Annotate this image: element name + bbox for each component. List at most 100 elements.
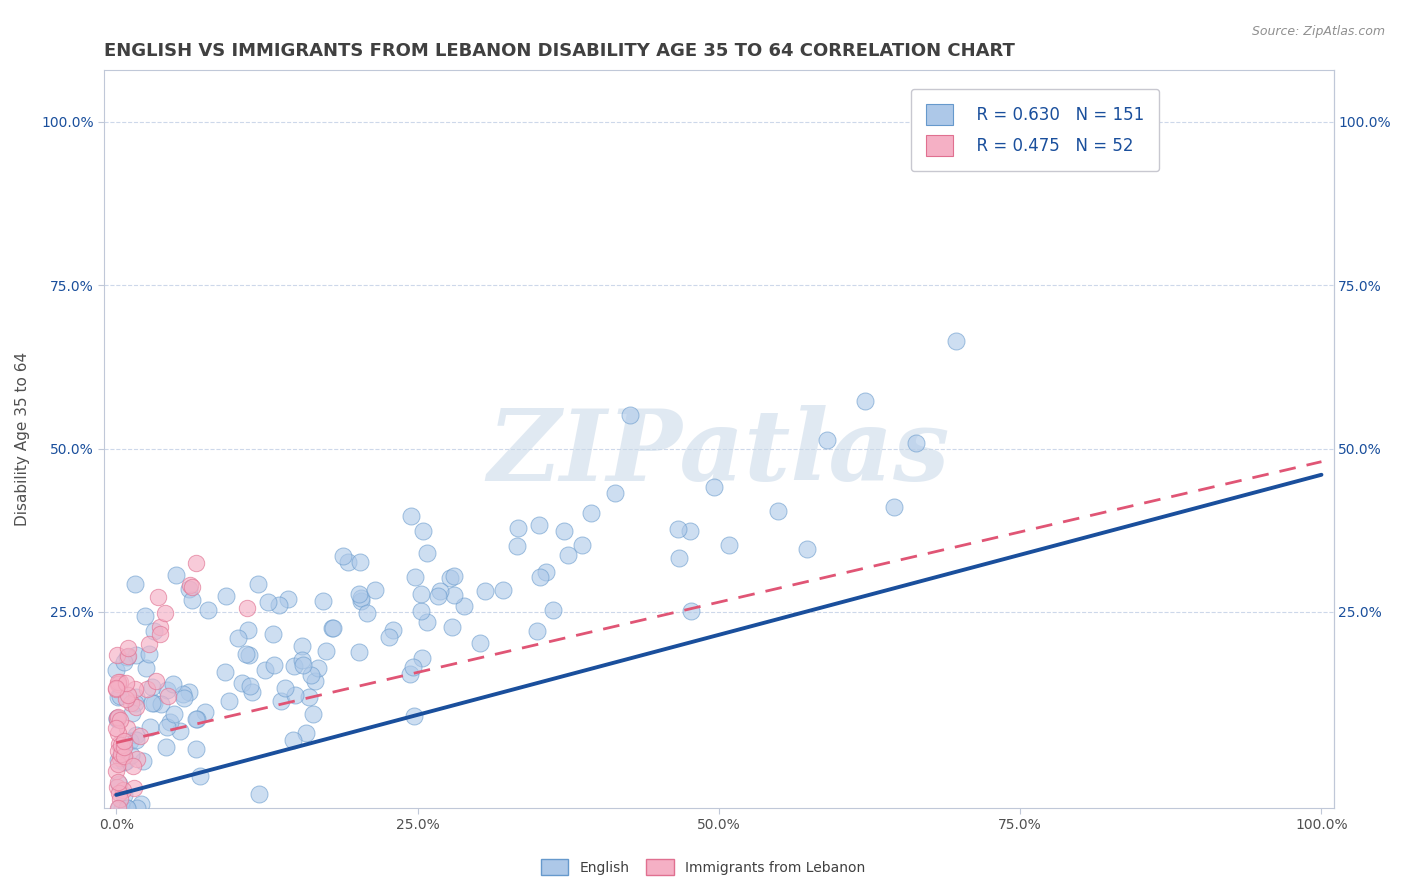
Point xyxy=(149,620,172,634)
Point xyxy=(177,582,200,596)
Point xyxy=(172,688,194,702)
Point xyxy=(110,750,132,764)
Point xyxy=(125,690,148,705)
Point xyxy=(364,582,387,597)
Point xyxy=(117,641,139,656)
Point xyxy=(124,681,146,696)
Point xyxy=(105,764,128,779)
Point xyxy=(453,599,475,613)
Point xyxy=(108,713,131,727)
Point xyxy=(492,582,515,597)
Point xyxy=(142,624,165,639)
Point xyxy=(347,587,370,601)
Point xyxy=(108,674,131,689)
Point xyxy=(679,604,702,618)
Point xyxy=(105,780,128,795)
Point xyxy=(315,643,337,657)
Point xyxy=(150,697,173,711)
Point xyxy=(124,728,146,742)
Point xyxy=(350,591,373,605)
Point xyxy=(125,733,148,747)
Point xyxy=(214,665,236,679)
Point xyxy=(107,710,129,724)
Point xyxy=(527,518,550,533)
Point xyxy=(409,604,432,618)
Point xyxy=(121,759,143,773)
Point xyxy=(184,556,207,570)
Point xyxy=(112,755,135,769)
Point xyxy=(124,577,146,591)
Point xyxy=(619,408,641,422)
Point xyxy=(263,658,285,673)
Point xyxy=(557,548,579,562)
Point xyxy=(108,801,131,815)
Point xyxy=(427,589,450,603)
Point xyxy=(105,648,128,662)
Point xyxy=(156,720,179,734)
Point xyxy=(112,655,135,669)
Point xyxy=(159,715,181,730)
Point xyxy=(155,606,177,620)
Point xyxy=(679,524,702,538)
Point xyxy=(439,571,461,585)
Text: Source: ZipAtlas.com: Source: ZipAtlas.com xyxy=(1251,25,1385,38)
Point xyxy=(105,712,128,726)
Point xyxy=(382,623,405,637)
Point xyxy=(412,524,434,539)
Point xyxy=(945,334,967,348)
Point xyxy=(254,663,277,677)
Point xyxy=(114,692,136,706)
Legend: English, Immigrants from Lebanon: English, Immigrants from Lebanon xyxy=(536,854,870,880)
Point xyxy=(240,685,263,699)
Point xyxy=(332,549,354,564)
Point xyxy=(134,608,156,623)
Point xyxy=(110,792,132,806)
Point xyxy=(350,594,373,608)
Point xyxy=(416,615,439,630)
Point xyxy=(135,661,157,675)
Point xyxy=(143,696,166,710)
Point xyxy=(197,603,219,617)
Point xyxy=(581,506,603,520)
Point xyxy=(107,801,129,815)
Point xyxy=(239,679,262,693)
Point xyxy=(443,568,465,582)
Point xyxy=(257,595,280,609)
Point xyxy=(718,538,741,552)
Point xyxy=(262,627,284,641)
Point xyxy=(186,712,208,726)
Point xyxy=(139,720,162,734)
Point xyxy=(905,436,928,450)
Point xyxy=(401,509,423,524)
Point xyxy=(378,631,401,645)
Point xyxy=(470,636,492,650)
Point xyxy=(131,755,153,769)
Point xyxy=(402,660,425,674)
Point xyxy=(443,588,465,602)
Point xyxy=(155,739,177,754)
Point xyxy=(246,577,269,591)
Point xyxy=(141,681,163,695)
Point xyxy=(122,781,145,796)
Point xyxy=(180,592,202,607)
Point xyxy=(156,682,179,697)
Point xyxy=(307,661,329,675)
Point xyxy=(269,599,291,613)
Point xyxy=(107,726,129,740)
Point xyxy=(173,690,195,705)
Point xyxy=(508,521,530,535)
Point xyxy=(107,744,129,758)
Point xyxy=(165,568,187,582)
Point xyxy=(145,673,167,688)
Point xyxy=(193,705,215,719)
Point xyxy=(129,797,152,811)
Point xyxy=(238,648,260,662)
Point xyxy=(112,748,135,763)
Point xyxy=(416,546,439,560)
Point xyxy=(105,721,128,735)
Point xyxy=(125,648,148,662)
Point xyxy=(107,777,129,791)
Point xyxy=(474,583,496,598)
Point xyxy=(112,739,135,754)
Point xyxy=(605,486,627,500)
